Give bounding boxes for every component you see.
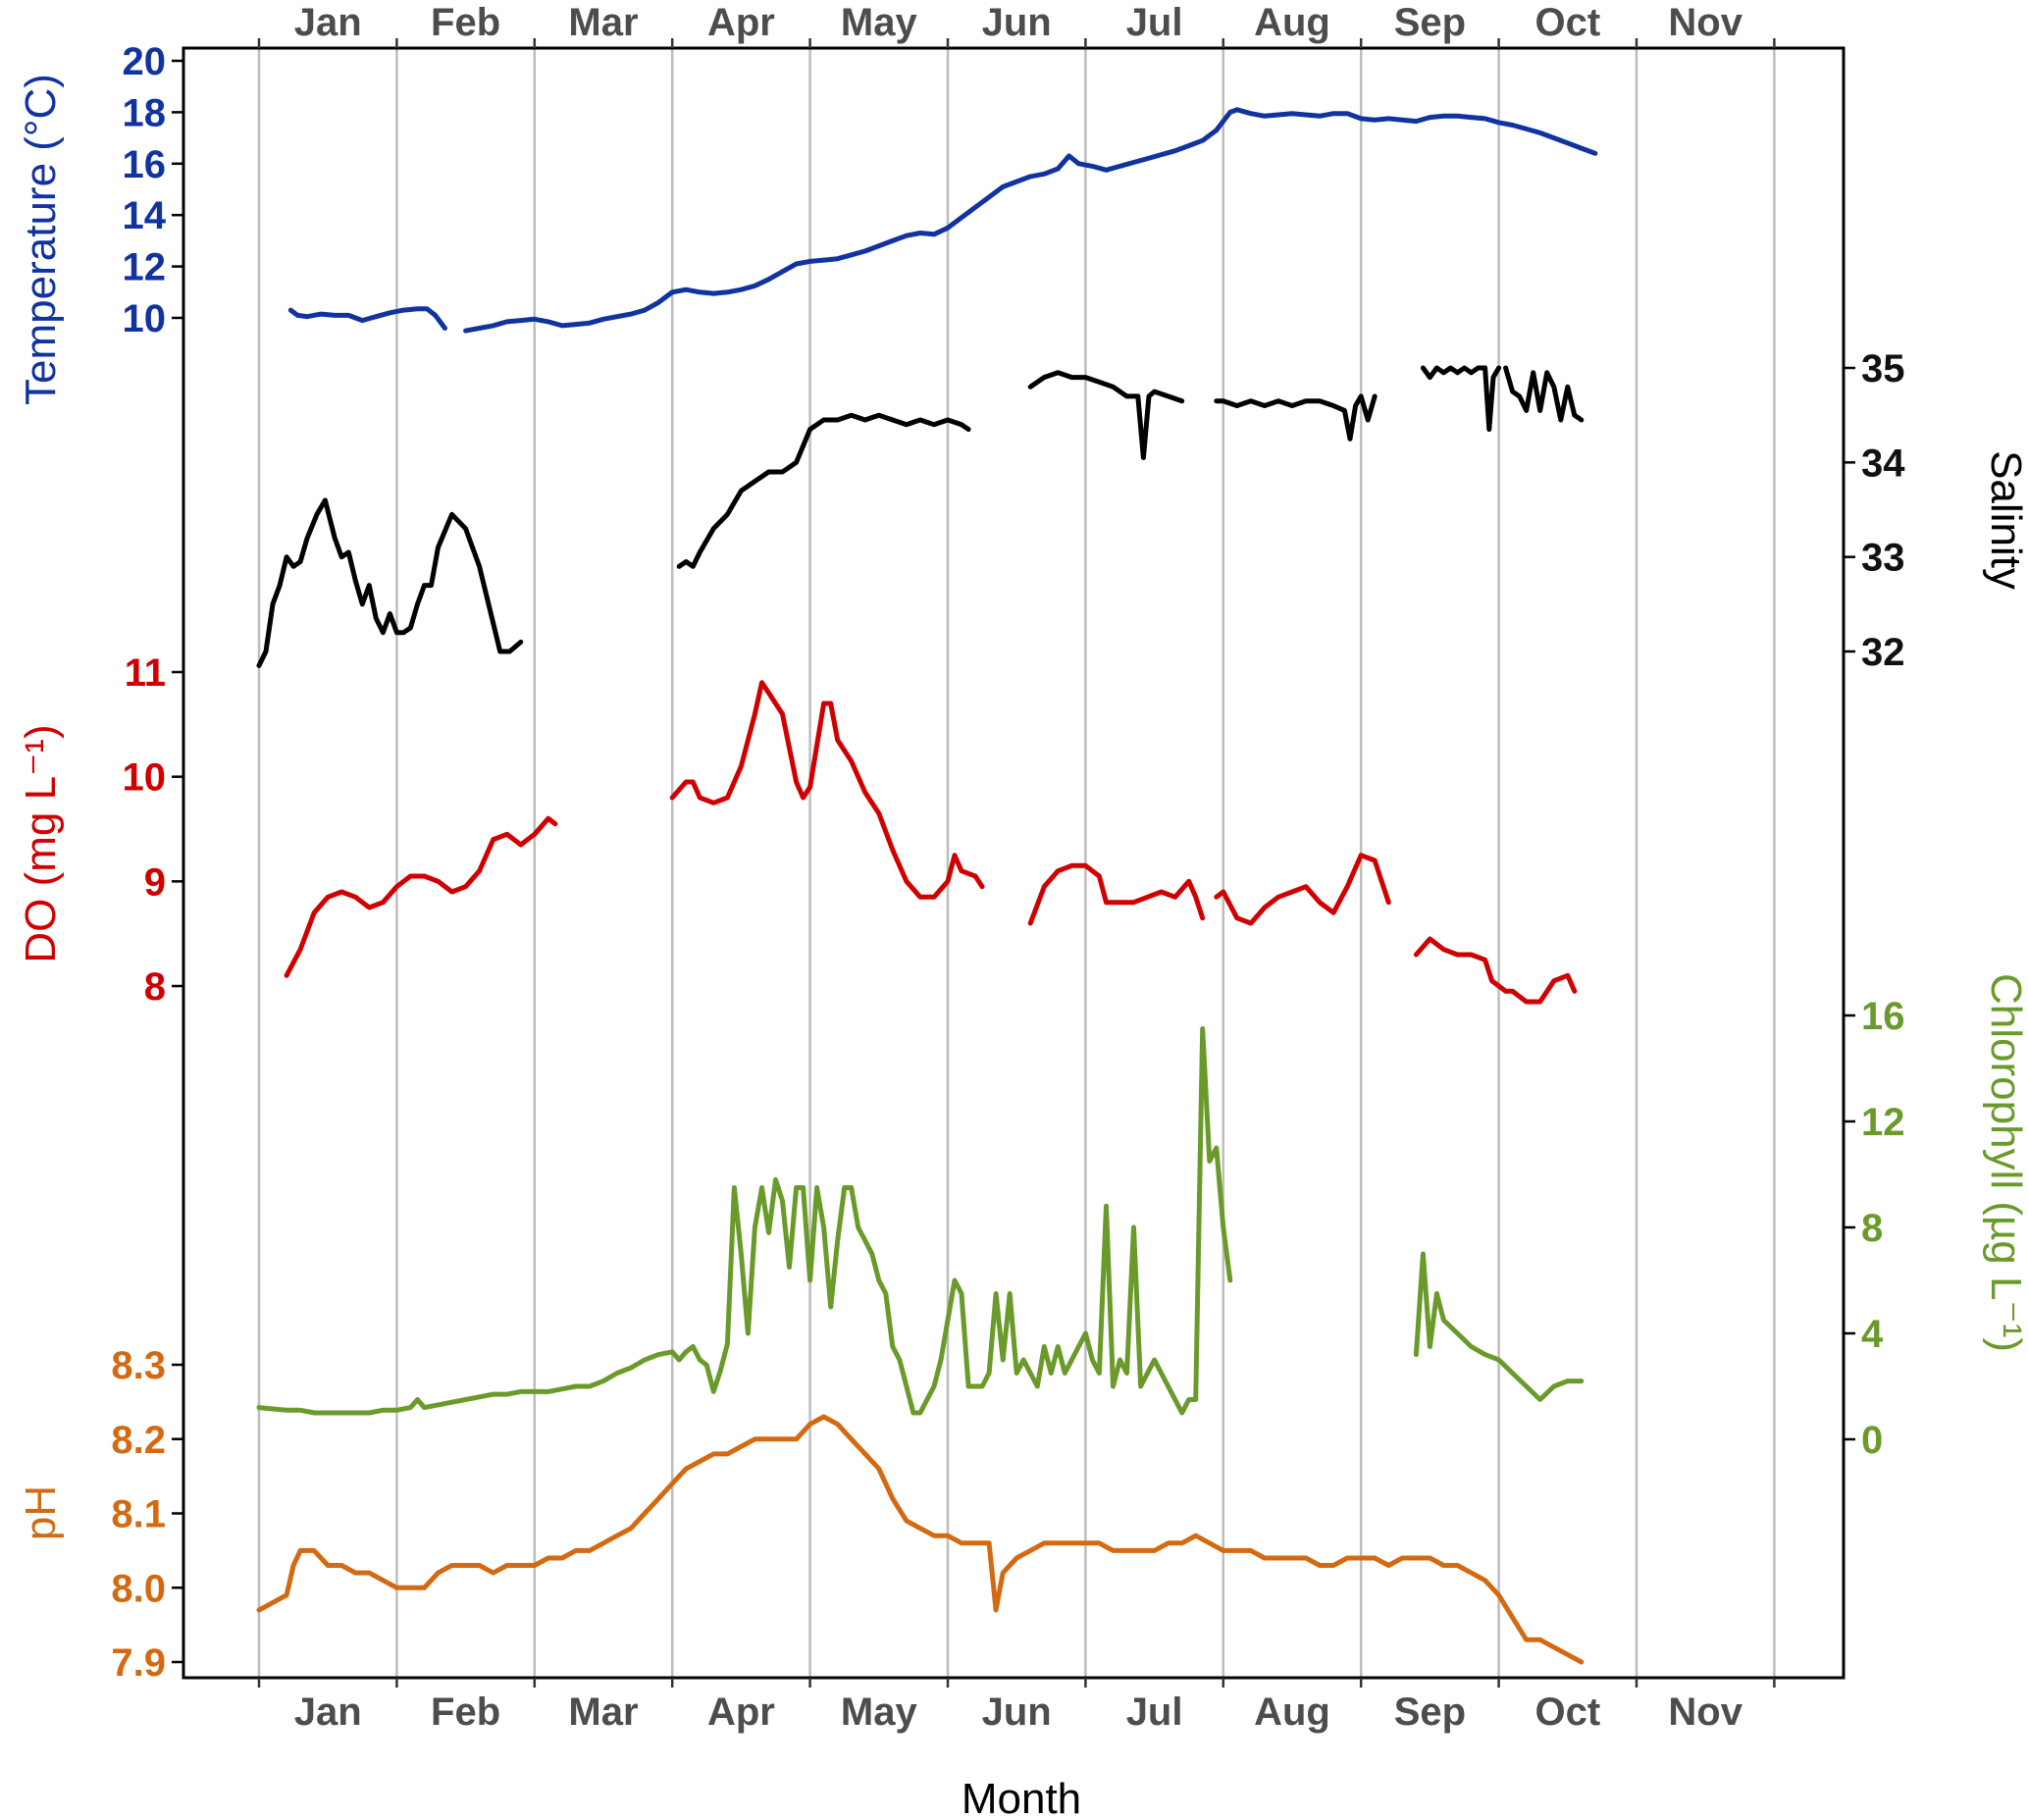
y-tick-label: 10 — [123, 756, 167, 800]
y-tick-label: 0 — [1861, 1419, 1883, 1462]
month-label-top: Jun — [982, 1, 1052, 44]
month-label-top: Sep — [1394, 1, 1466, 44]
series-line — [1027, 862, 1206, 926]
series-line — [284, 815, 558, 978]
month-label-bottom: Oct — [1534, 1690, 1600, 1734]
month-label-top: Jul — [1126, 1, 1183, 44]
series-line — [1503, 365, 1585, 423]
month-label-bottom: Jun — [982, 1690, 1052, 1734]
month-label-bottom: Jul — [1126, 1690, 1183, 1734]
series-line — [287, 306, 447, 331]
y-axis-title: Temperature (°C) — [17, 74, 65, 405]
y-tick-label: 8.0 — [111, 1567, 166, 1610]
month-label-bottom: Apr — [707, 1690, 775, 1734]
y-axis-title: Salinity — [1982, 450, 2028, 590]
y-tick-label: 8.3 — [111, 1344, 166, 1387]
month-label-top: Nov — [1668, 1, 1742, 44]
vertical-gridlines — [257, 48, 1776, 1678]
y-tick-label: 4 — [1861, 1313, 1884, 1356]
y-tick-label: 8.1 — [111, 1493, 166, 1536]
series-line — [1420, 365, 1502, 433]
y-tick-label: 8 — [144, 965, 166, 1009]
y-axis-titles: Temperature (°C) Salinity DO (mg L⁻¹) Chlor… — [17, 74, 2028, 1540]
month-label-bottom: Sep — [1394, 1690, 1466, 1734]
series-lines — [256, 107, 1598, 1665]
series-line — [1413, 936, 1578, 1005]
month-label-top: Apr — [707, 1, 775, 44]
y-tick-label: 12 — [123, 246, 167, 289]
y-tick-label: 8.2 — [111, 1419, 166, 1462]
y-tick-label: 8 — [1861, 1207, 1883, 1250]
y-tick-label: 20 — [123, 40, 167, 83]
y-tick-label: 10 — [123, 297, 167, 340]
y-tick-label: 16 — [1861, 995, 1905, 1038]
bottom-month-axis: Jan Feb Mar Apr May Jun Jul Aug Sep Oct Nov — [257, 1678, 1776, 1734]
y-tick-label: 18 — [123, 91, 167, 134]
series-line — [256, 1026, 1233, 1416]
y-tick-label: 7.9 — [111, 1641, 166, 1685]
series-line — [1413, 1251, 1585, 1402]
y-axis-title: pH — [17, 1485, 65, 1540]
series-line — [676, 412, 971, 569]
month-label-bottom: Nov — [1668, 1690, 1742, 1734]
series-line — [1214, 853, 1391, 926]
series-line — [256, 497, 524, 668]
plot-frame — [182, 46, 1846, 1680]
series-line — [1027, 370, 1185, 460]
y-tick-label: 16 — [123, 143, 167, 186]
top-month-axis: Jan Feb Mar Apr May Jun Jul Aug Sep Oct Nov — [257, 1, 1776, 48]
y-tick-label: 12 — [1861, 1101, 1905, 1144]
y-tick-label: 33 — [1861, 537, 1905, 580]
month-label-bottom: May — [841, 1690, 918, 1734]
month-label-bottom: Mar — [568, 1690, 638, 1734]
month-label-top: Jan — [294, 1, 362, 44]
y-axis-title: DO (mg L⁻¹) — [17, 724, 65, 962]
y-axes: 10 12 14 16 18 20 32 33 34 35 8 9 10 11 0 4 8 12 16 7.9 8.0 8… — [111, 40, 1905, 1685]
month-label-bottom: Jan — [294, 1690, 362, 1734]
y-tick-label: 35 — [1861, 347, 1905, 390]
y-tick-label: 34 — [1861, 442, 1905, 485]
y-tick-label: 14 — [123, 194, 167, 237]
y-tick-label: 32 — [1861, 631, 1905, 674]
y-tick-label: 11 — [125, 651, 166, 695]
x-axis-title: Month — [962, 1775, 1081, 1820]
month-label-bottom: Aug — [1254, 1690, 1330, 1734]
month-label-top: May — [841, 1, 918, 44]
month-label-bottom: Feb — [431, 1690, 500, 1734]
month-label-top: Mar — [568, 1, 638, 44]
month-label-top: Aug — [1254, 1, 1330, 44]
y-axis-title: Chlorophyll (µg L⁻¹) — [1982, 973, 2028, 1352]
series-line — [669, 680, 985, 900]
month-label-top: Oct — [1534, 1, 1600, 44]
series-line — [463, 107, 1598, 334]
y-tick-label: 9 — [144, 860, 166, 904]
series-line — [256, 1414, 1585, 1665]
series-line — [1214, 393, 1378, 442]
month-label-top: Feb — [431, 1, 500, 44]
